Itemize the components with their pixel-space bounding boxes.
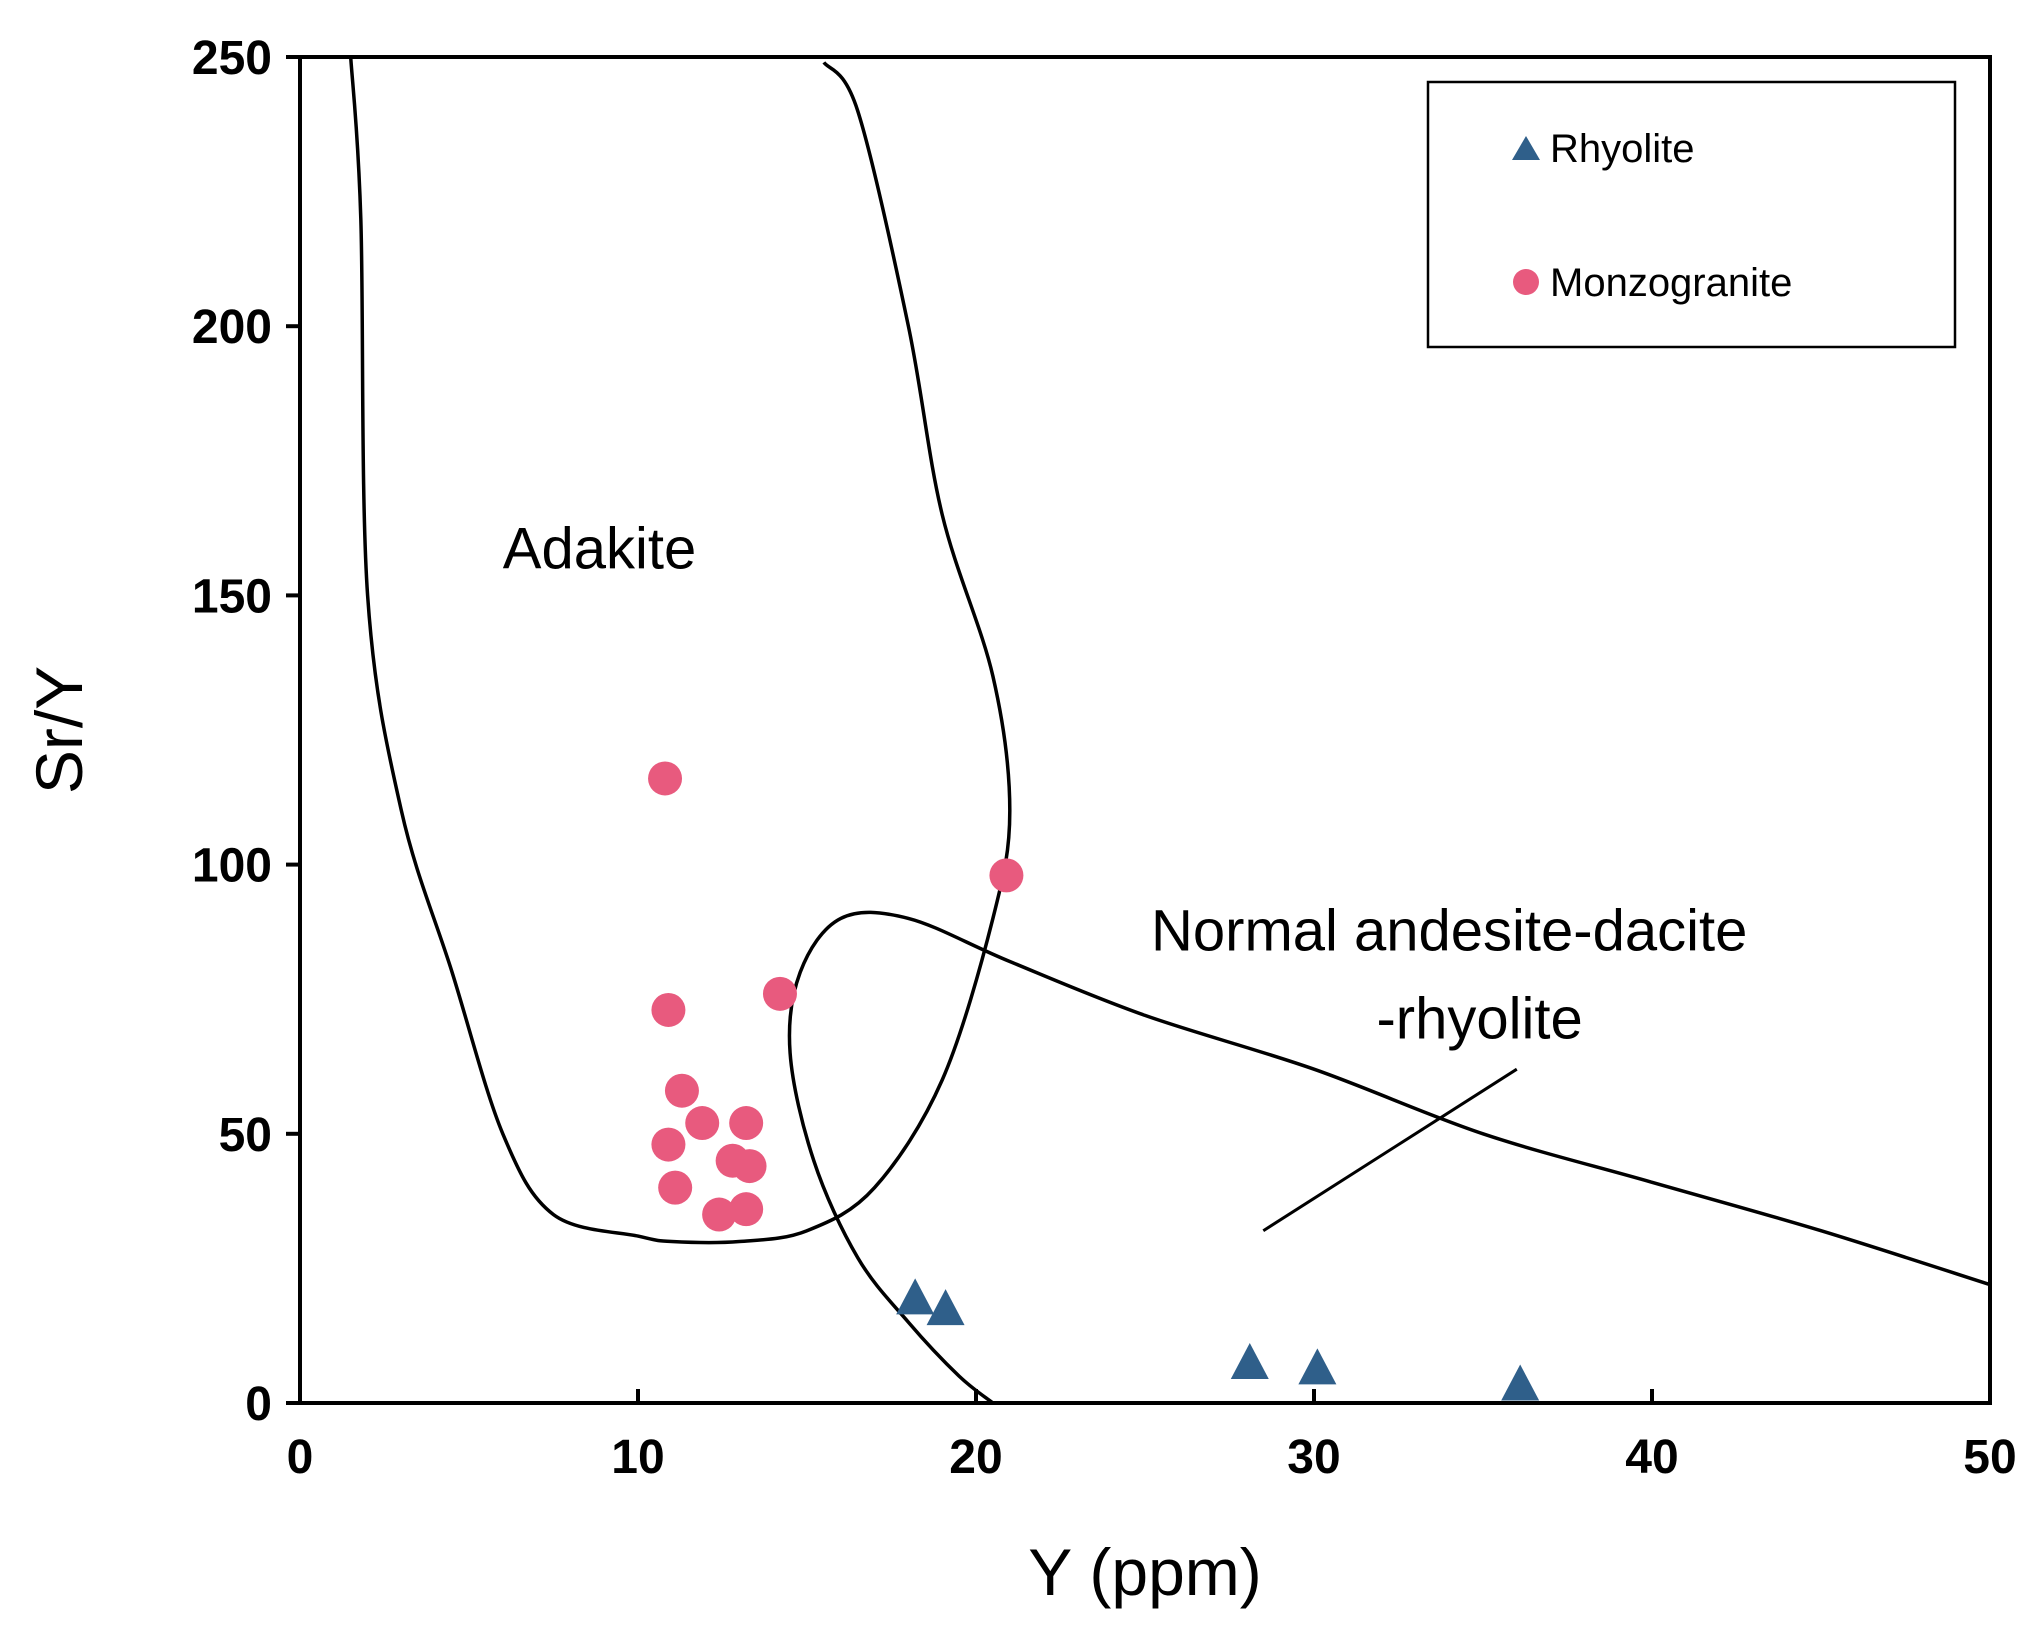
monzogranite-point bbox=[702, 1197, 737, 1232]
legend: Rhyolite Monzogranite bbox=[1426, 80, 1957, 349]
region-label-normal-line1: Normal andesite-dacite bbox=[1151, 899, 1747, 964]
x-axis-title: Y (ppm) bbox=[1028, 1535, 1262, 1609]
y-tick-label: 250 bbox=[192, 32, 272, 85]
x-tick-label: 10 bbox=[611, 1431, 664, 1484]
monzogranite-point bbox=[729, 1106, 764, 1141]
monzogranite-point bbox=[762, 976, 797, 1011]
y-tick-label: 100 bbox=[192, 840, 272, 893]
x-tick-label: 0 bbox=[287, 1431, 314, 1484]
rhyolite-point bbox=[1230, 1342, 1269, 1379]
rhyolite-point bbox=[926, 1289, 965, 1326]
x-axis-ticks: 0 10 20 30 40 50 bbox=[287, 1389, 2017, 1484]
legend-circle-marker bbox=[1513, 269, 1539, 295]
rhyolite-point bbox=[1298, 1348, 1337, 1385]
x-tick-label: 50 bbox=[1963, 1431, 2016, 1484]
legend-label-monzogranite: Monzogranite bbox=[1550, 261, 1792, 305]
y-tick-label: 200 bbox=[192, 301, 272, 354]
monzogranite-point bbox=[651, 1127, 686, 1162]
data-points bbox=[648, 761, 1540, 1401]
y-axis-ticks: 0 50 100 150 200 250 bbox=[192, 32, 300, 1431]
legend-triangle-marker bbox=[1512, 136, 1540, 160]
monzogranite-point bbox=[658, 1170, 693, 1205]
y-axis-title: Sr/Y bbox=[22, 666, 96, 794]
monzogranite-point bbox=[685, 1106, 720, 1141]
leader-line bbox=[1262, 1067, 1518, 1232]
x-tick-label: 40 bbox=[1625, 1431, 1678, 1484]
x-tick-label: 20 bbox=[949, 1431, 1002, 1484]
rhyolite-point bbox=[1501, 1364, 1540, 1401]
monzogranite-point bbox=[732, 1149, 767, 1184]
y-tick-label: 150 bbox=[192, 570, 272, 623]
rhyolite-point bbox=[896, 1278, 935, 1315]
monzogranite-point bbox=[989, 858, 1024, 893]
monzogranite-point bbox=[729, 1192, 764, 1227]
x-tick-label: 30 bbox=[1287, 1431, 1340, 1484]
adakite-field-boundary bbox=[348, 56, 1012, 1245]
region-label-normal-line2: -rhyolite bbox=[1376, 987, 1582, 1052]
monzogranite-point bbox=[651, 992, 686, 1027]
normal-adr-field-boundary bbox=[787, 910, 1991, 1405]
monzogranite-point bbox=[648, 761, 683, 796]
y-tick-label: 0 bbox=[245, 1378, 272, 1431]
region-label-adakite: Adakite bbox=[503, 516, 696, 581]
annotations bbox=[1262, 1067, 1518, 1232]
legend-label-rhyolite: Rhyolite bbox=[1550, 127, 1695, 171]
monzogranite-point bbox=[664, 1073, 699, 1108]
plot-frame bbox=[298, 55, 1992, 1405]
legend-box bbox=[1426, 80, 1957, 349]
field-boundaries bbox=[348, 56, 1991, 1405]
y-tick-label: 50 bbox=[219, 1109, 272, 1162]
